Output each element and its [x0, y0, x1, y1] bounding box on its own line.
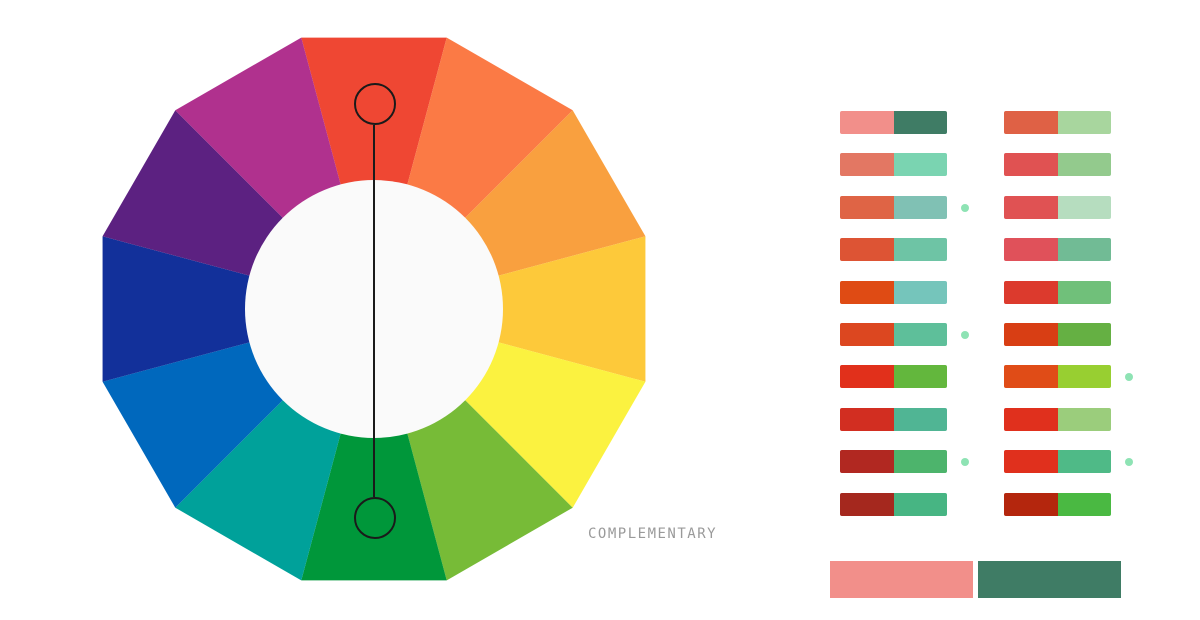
palette-swatch-complement — [894, 365, 947, 389]
palette-swatch-primary — [840, 492, 894, 516]
palette-swatch-complement — [1058, 153, 1111, 177]
palette-swatch-primary — [1004, 195, 1058, 219]
palette-swatch-primary — [1004, 365, 1058, 389]
palette-swatch-primary — [840, 365, 894, 389]
palette-pair[interactable] — [1004, 195, 1111, 219]
palette-pair[interactable] — [1004, 450, 1111, 474]
palette-swatch-primary — [840, 407, 894, 431]
palette-swatch-complement — [1058, 492, 1111, 516]
palette-pair[interactable] — [840, 323, 947, 346]
palette-pair[interactable] — [840, 492, 947, 516]
wheel-segment[interactable] — [407, 37, 573, 218]
preview-complement-swatch — [978, 561, 1121, 598]
palette-marker-dot — [961, 458, 969, 467]
palette-swatch-complement — [1058, 280, 1111, 304]
palette-swatch-primary — [840, 450, 894, 474]
palette-swatch-complement — [1058, 450, 1111, 474]
palette-swatch-complement — [1058, 407, 1111, 431]
palette-pair[interactable] — [1004, 407, 1111, 431]
palette-swatch-primary — [1004, 238, 1058, 262]
palette-pair[interactable] — [840, 407, 947, 431]
wheel-segment[interactable] — [301, 37, 447, 185]
palette-swatch-primary — [1004, 492, 1058, 516]
wheel-segment[interactable] — [498, 236, 646, 382]
wheel-segment[interactable] — [102, 342, 283, 508]
palette-swatch-primary — [840, 111, 894, 134]
palette-swatch-primary — [1004, 323, 1058, 346]
palette-swatch-complement — [894, 492, 947, 516]
palette-swatch-primary — [840, 323, 894, 346]
palette-pair[interactable] — [840, 238, 947, 262]
palette-pair[interactable] — [1004, 238, 1111, 262]
preview-primary-swatch — [830, 561, 973, 598]
palette-swatch-complement — [894, 111, 947, 134]
palette-pair[interactable] — [1004, 280, 1111, 304]
palette-swatch-primary — [1004, 450, 1058, 474]
palette-swatch-complement — [1058, 195, 1111, 219]
palette-swatch-primary — [1004, 407, 1058, 431]
scheme-label: COMPLEMENTARY — [588, 526, 718, 542]
palette-pair[interactable] — [840, 450, 947, 474]
palette-swatch-complement — [1058, 323, 1111, 346]
wheel-segment[interactable] — [465, 342, 646, 508]
primary-color-handle[interactable] — [354, 83, 396, 125]
palette-swatch-complement — [1058, 365, 1111, 389]
palette-pair[interactable] — [1004, 323, 1111, 346]
wheel-segment[interactable] — [102, 110, 283, 276]
palette-swatch-complement — [894, 238, 947, 262]
color-wheel[interactable] — [0, 0, 760, 620]
wheel-segment[interactable] — [407, 400, 573, 581]
palette-pair[interactable] — [1004, 153, 1111, 177]
palette-swatch-complement — [894, 195, 947, 219]
palette-swatch-primary — [840, 153, 894, 177]
palette-swatch-primary — [1004, 111, 1058, 134]
palette-pair[interactable] — [840, 153, 947, 177]
palette-swatch-primary — [1004, 280, 1058, 304]
palette-swatch-primary — [840, 195, 894, 219]
palette-swatch-complement — [894, 323, 947, 346]
palette-swatch-complement — [1058, 111, 1111, 134]
palette-marker-dot — [1125, 458, 1133, 467]
complement-color-handle[interactable] — [354, 497, 396, 539]
palette-pair[interactable] — [1004, 492, 1111, 516]
palette-swatch-complement — [894, 153, 947, 177]
palette-swatch-primary — [840, 238, 894, 262]
palette-pair[interactable] — [1004, 365, 1111, 389]
palette-marker-dot — [961, 203, 969, 212]
palette-swatch-complement — [894, 280, 947, 304]
palette-swatch-primary — [840, 280, 894, 304]
palette-pair[interactable] — [840, 280, 947, 304]
palette-marker-dot — [1125, 373, 1133, 382]
wheel-segment[interactable] — [175, 37, 341, 218]
wheel-segment[interactable] — [301, 433, 447, 581]
palette-pair[interactable] — [840, 111, 947, 134]
wheel-segment[interactable] — [465, 110, 646, 276]
palette-pair[interactable] — [840, 195, 947, 219]
palette-swatch-complement — [894, 407, 947, 431]
wheel-segment[interactable] — [175, 400, 341, 581]
palette-swatch-complement — [894, 450, 947, 474]
palette-marker-dot — [961, 331, 969, 339]
palette-pair[interactable] — [1004, 111, 1111, 134]
palette-pair[interactable] — [840, 365, 947, 389]
palette-swatch-primary — [1004, 153, 1058, 177]
wheel-segment[interactable] — [102, 236, 250, 382]
palette-swatch-complement — [1058, 238, 1111, 262]
